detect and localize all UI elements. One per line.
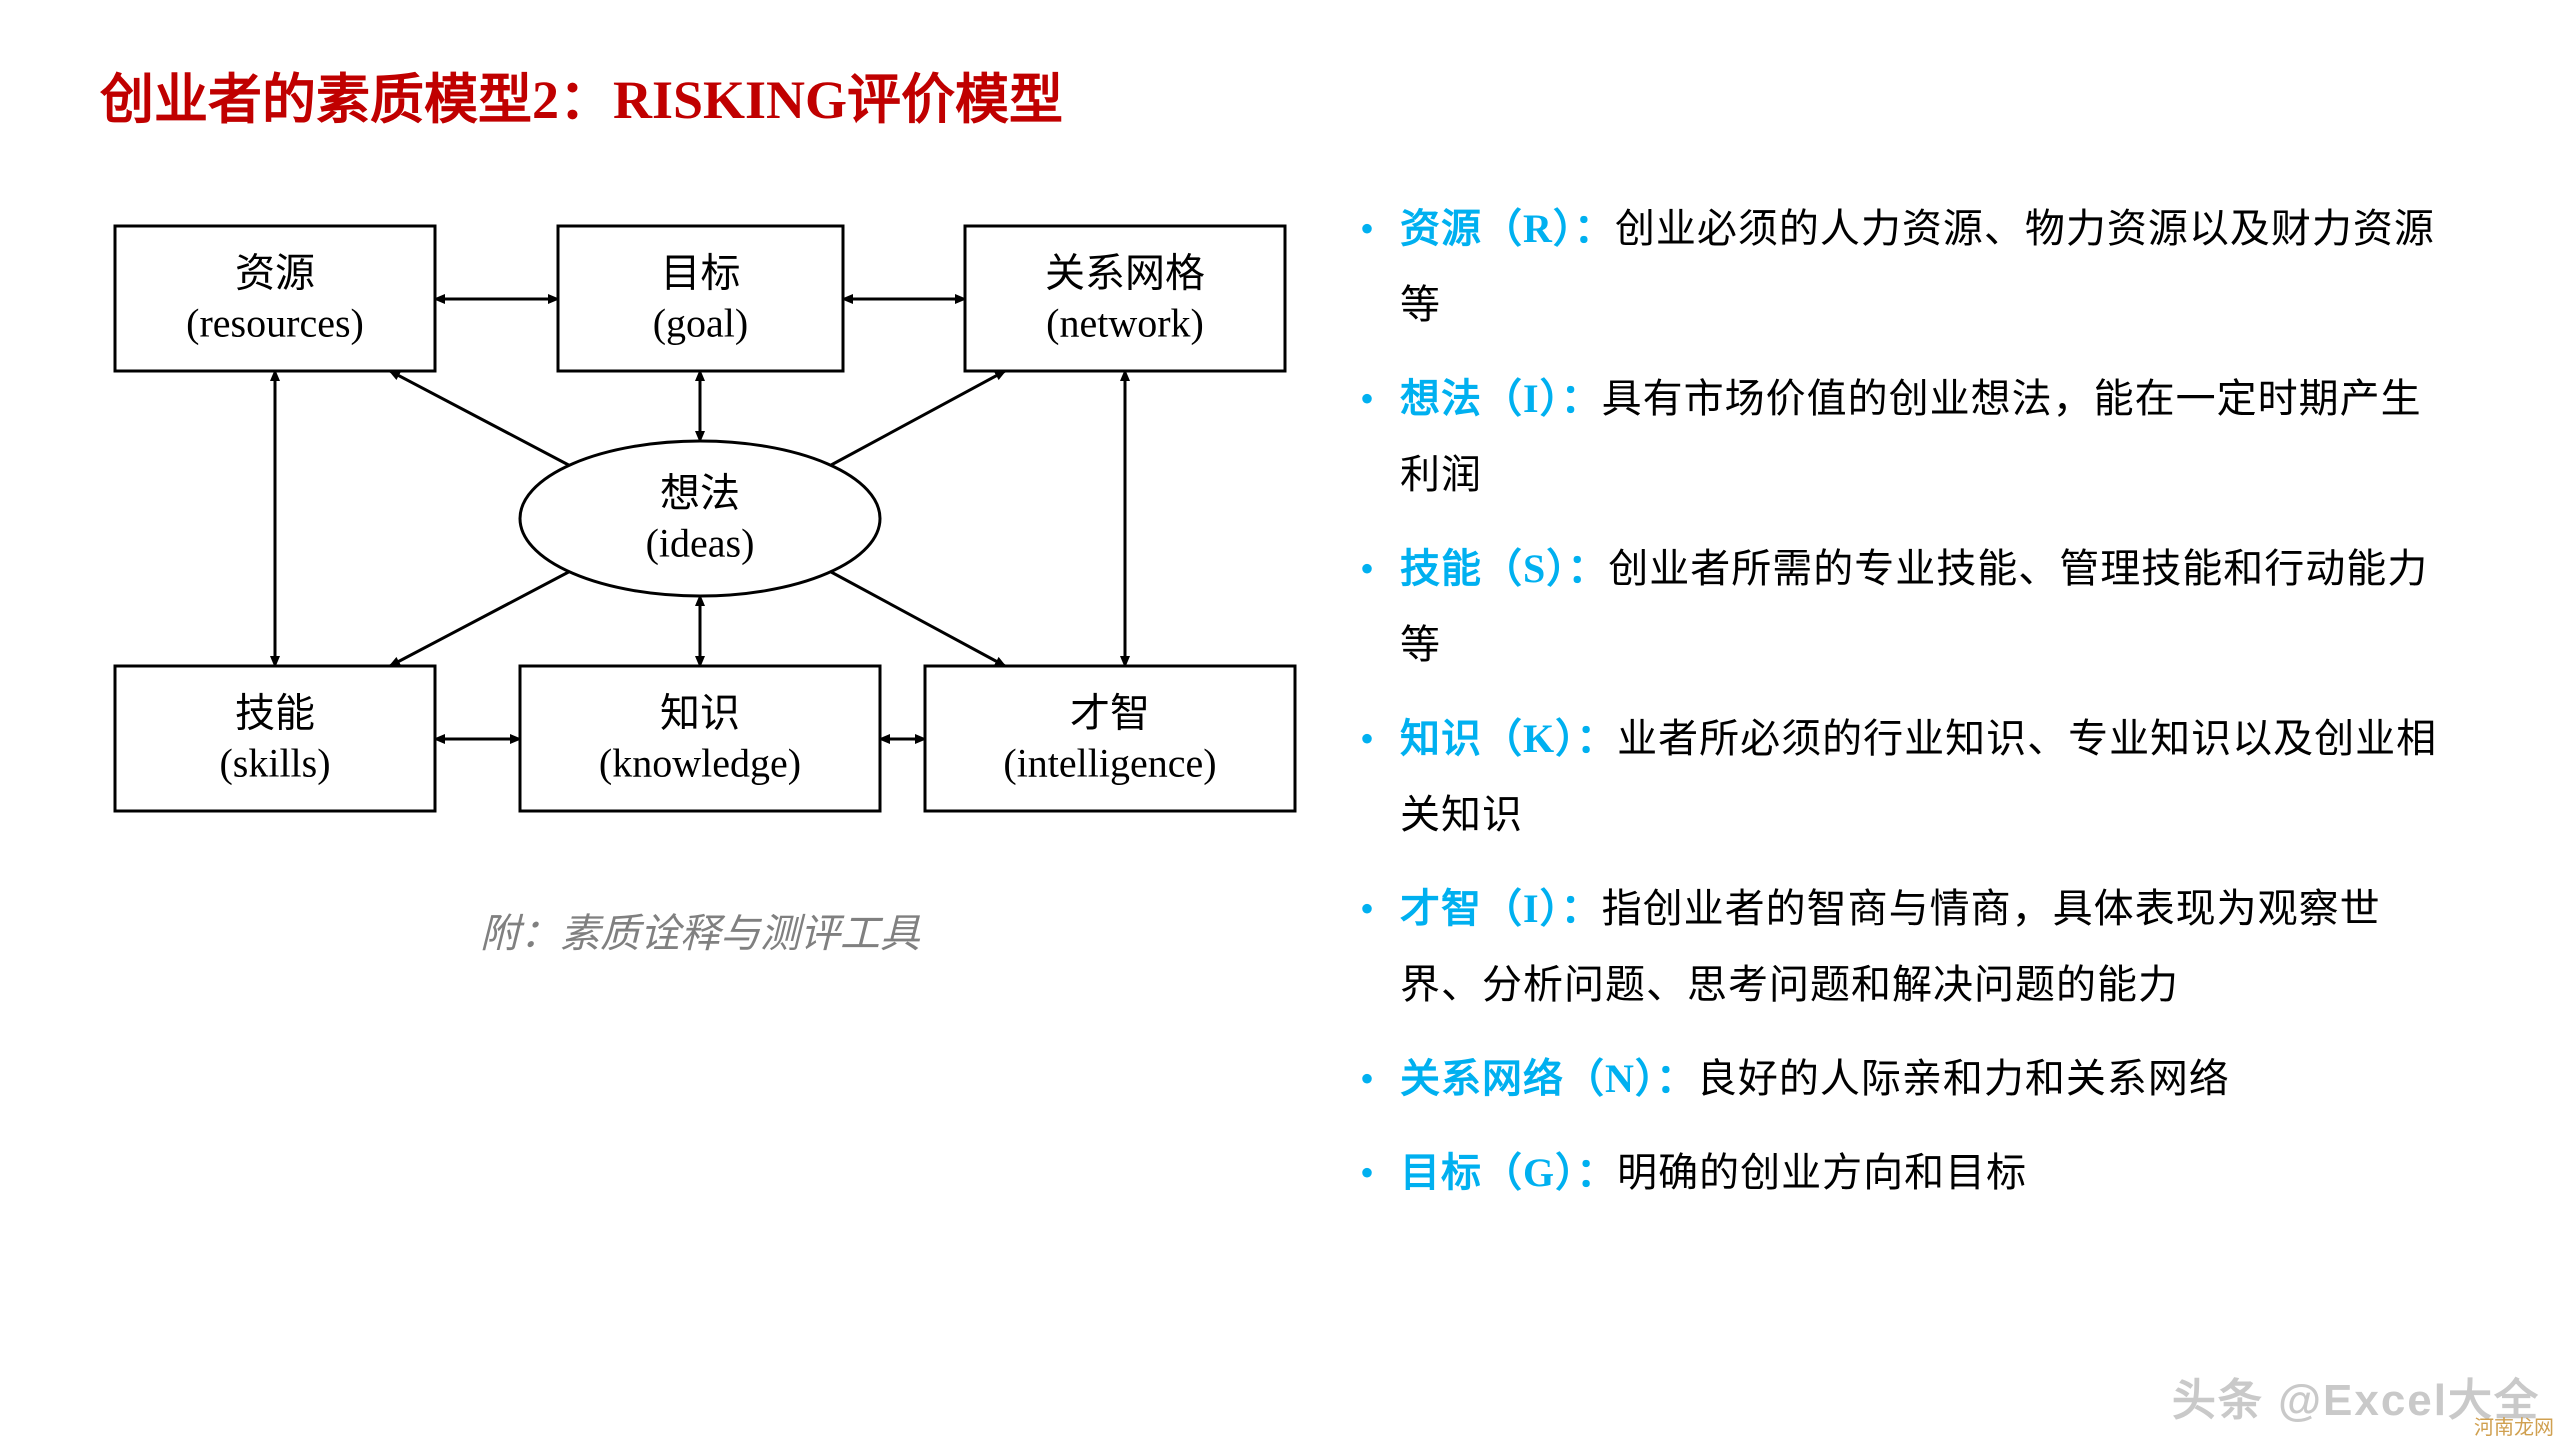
diagram-node-label-cn: 想法: [660, 471, 740, 516]
diagram-node-network: [965, 226, 1285, 371]
diagram-node-label-cn: 资源: [235, 251, 315, 296]
diagram-edge: [390, 371, 580, 471]
diagram-svg: 资源 (resources) 目标 (goal) 关系网格 (network) 技能 (ski…: [100, 191, 1300, 871]
diagram-node-label-en: (knowledge): [599, 741, 801, 786]
diagram-node-goal: [558, 226, 843, 371]
bullet-term: 关系网络（N）：: [1400, 1056, 1697, 1101]
bullet-item: 关系网络（N）：良好的人际亲和力和关系网络: [1360, 1041, 2460, 1117]
diagram-node-resources: [115, 226, 435, 371]
bullet-list: 资源（R）：创业必须的人力资源、物力资源以及财力资源等想法（I）：具有市场价值的…: [1360, 191, 2460, 1211]
content-row: 资源 (resources) 目标 (goal) 关系网格 (network) 技能 (ski…: [100, 191, 2460, 1229]
diagram-node-label-cn: 知识: [660, 691, 740, 736]
right-column: 资源（R）：创业必须的人力资源、物力资源以及财力资源等想法（I）：具有市场价值的…: [1300, 191, 2460, 1229]
diagram-node-label-en: (resources): [186, 301, 364, 346]
bullet-desc: 良好的人际亲和力和关系网络: [1697, 1056, 2230, 1101]
left-column: 资源 (resources) 目标 (goal) 关系网格 (network) 技能 (ski…: [100, 191, 1300, 959]
diagram-node-knowledge: [520, 666, 880, 811]
slide: 创业者的素质模型2：RISKING评价模型 资源 (resources) 目标 (go…: [0, 0, 2560, 1440]
slide-title: 创业者的素质模型2：RISKING评价模型: [100, 60, 2460, 141]
diagram-node-label-en: (network): [1046, 301, 1204, 346]
diagram-node-label-cn: 才智: [1070, 691, 1150, 736]
bullet-term: 目标（G）：: [1400, 1150, 1617, 1195]
diagram-node-skills: [115, 666, 435, 811]
diagram-edge: [820, 371, 1005, 471]
diagram-node-label-en: (skills): [219, 741, 330, 786]
diagram-edge: [390, 566, 580, 666]
diagram-node-ideas: [520, 441, 880, 596]
bullet-item: 技能（S）：创业者所需的专业技能、管理技能和行动能力等: [1360, 531, 2460, 683]
diagram-edge: [820, 566, 1005, 666]
bullet-item: 想法（I）：具有市场价值的创业想法，能在一定时期产生利润: [1360, 361, 2460, 513]
bullet-term: 知识（K）：: [1400, 716, 1617, 761]
bullet-item: 目标（G）：明确的创业方向和目标: [1360, 1135, 2460, 1211]
diagram-node-label-cn: 关系网格: [1045, 251, 1205, 296]
bullet-term: 才智（I）：: [1400, 886, 1602, 931]
diagram-node-label-en: (goal): [653, 301, 749, 346]
bullet-term: 技能（S）：: [1400, 546, 1608, 591]
diagram-node-label-en: (ideas): [646, 521, 755, 566]
diagram-node-intelligence: [925, 666, 1295, 811]
risking-diagram: 资源 (resources) 目标 (goal) 关系网格 (network) 技能 (ski…: [100, 191, 1300, 871]
bullet-item: 才智（I）：指创业者的智商与情商，具体表现为观察世界、分析问题、思考问题和解决问…: [1360, 871, 2460, 1023]
diagram-caption: 附：素质诠释与测评工具: [100, 901, 1300, 959]
bullet-desc: 明确的创业方向和目标: [1617, 1150, 2027, 1195]
bullet-item: 资源（R）：创业必须的人力资源、物力资源以及财力资源等: [1360, 191, 2460, 343]
bullet-item: 知识（K）：业者所必须的行业知识、专业知识以及创业相关知识: [1360, 701, 2460, 853]
diagram-node-label-cn: 目标: [661, 251, 741, 296]
watermark-corner: 河南龙网: [2474, 1411, 2554, 1440]
diagram-node-label-cn: 技能: [235, 691, 315, 736]
diagram-node-label-en: (intelligence): [1003, 741, 1216, 786]
bullet-term: 想法（I）：: [1400, 376, 1602, 421]
bullet-term: 资源（R）：: [1400, 206, 1615, 251]
